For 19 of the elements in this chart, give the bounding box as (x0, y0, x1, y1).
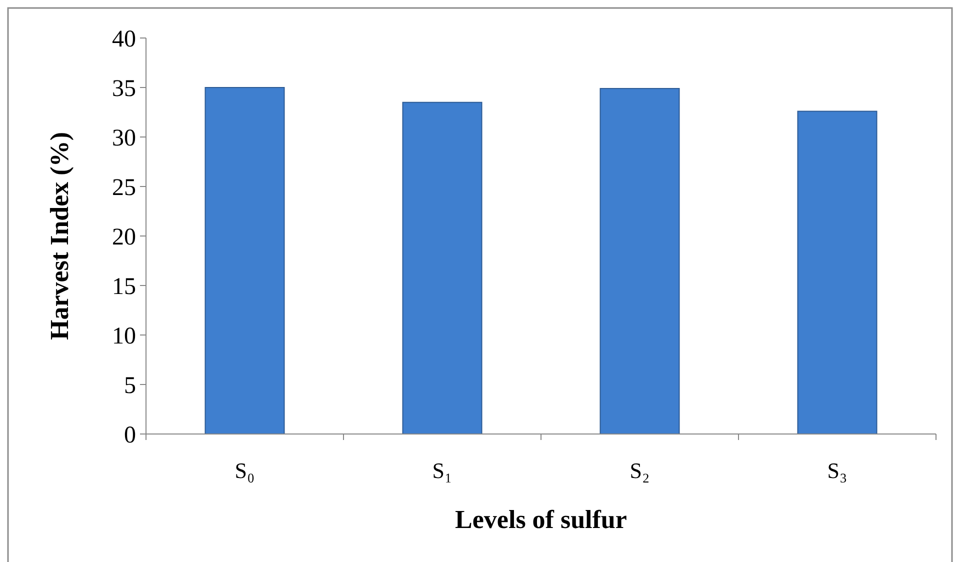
y-tick-label: 35 (112, 76, 136, 102)
x-tick-label: S₂ (630, 458, 650, 483)
y-tick-label: 40 (112, 26, 136, 52)
x-tick-label: S₃ (827, 458, 848, 483)
y-tick-label: 30 (112, 125, 136, 152)
y-tick-label: 25 (112, 174, 136, 201)
y-axis-title: Harvest Index (%) (45, 132, 74, 340)
y-tick-label: 15 (112, 274, 136, 300)
y-tick-label: 20 (112, 224, 136, 250)
bar (204, 87, 285, 434)
x-axis-title: Levels of sulfur (455, 505, 627, 534)
bar (402, 102, 482, 434)
y-tick-label: 0 (124, 422, 136, 448)
bar (600, 88, 680, 434)
y-tick-label: 5 (124, 372, 136, 399)
y-tick-label: 10 (112, 323, 136, 350)
x-tick-label: S₀ (234, 458, 255, 483)
bar (797, 110, 878, 434)
x-tick-label: S₁ (432, 458, 452, 483)
